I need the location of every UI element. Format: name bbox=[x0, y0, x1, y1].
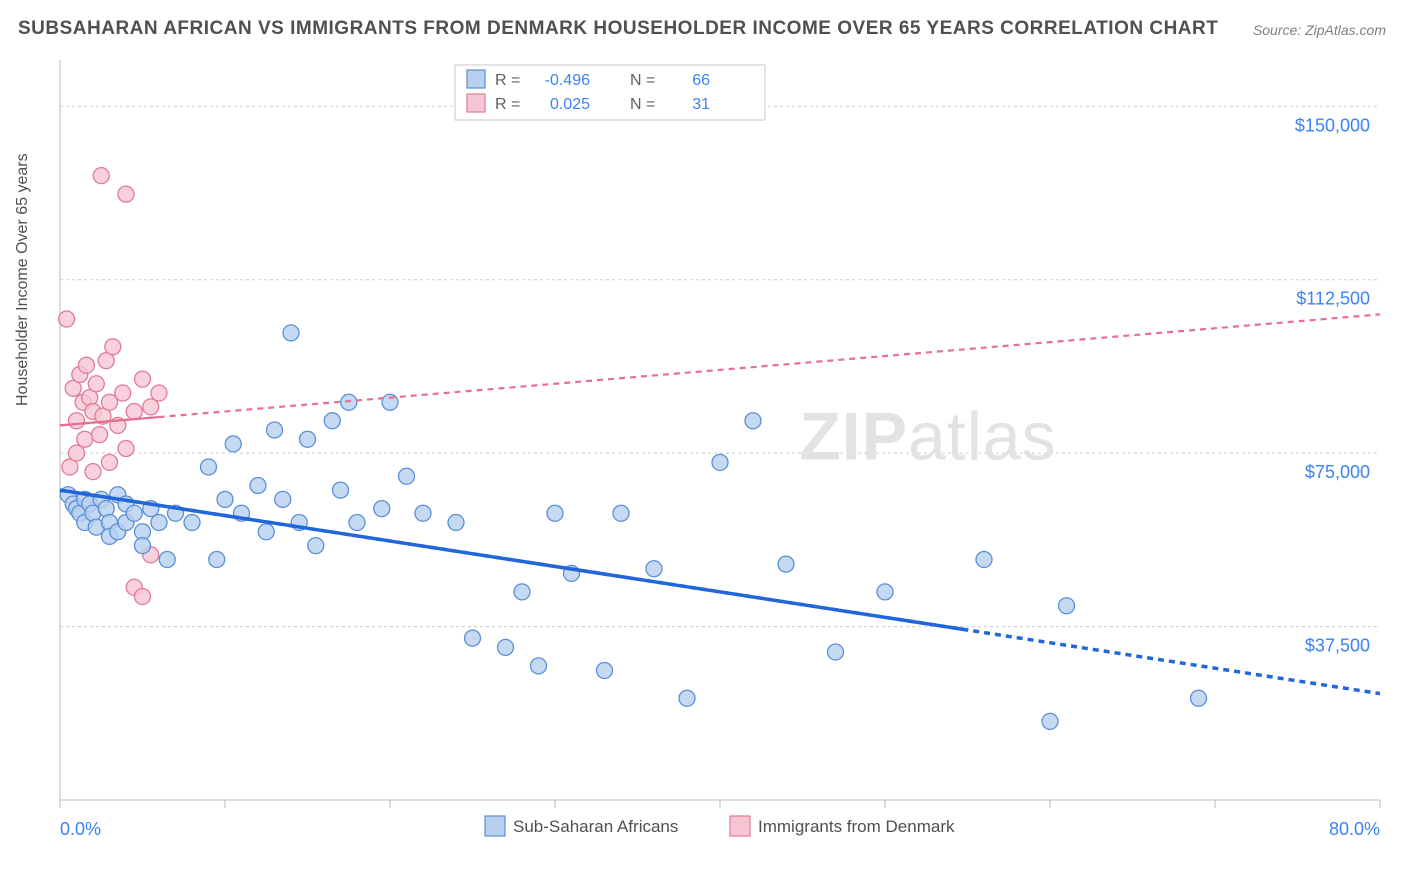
stat-r-value: -0.496 bbox=[545, 72, 590, 89]
scatter-point bbox=[349, 515, 365, 531]
scatter-point bbox=[1042, 713, 1058, 729]
scatter-point bbox=[118, 441, 134, 457]
scatter-point bbox=[102, 454, 118, 470]
scatter-point bbox=[341, 394, 357, 410]
scatter-point bbox=[828, 644, 844, 660]
stat-r-value: 0.025 bbox=[550, 96, 590, 113]
scatter-point bbox=[308, 538, 324, 554]
scatter-point bbox=[135, 538, 151, 554]
legend-label: Immigrants from Denmark bbox=[758, 817, 955, 836]
y-tick-label: $112,500 bbox=[1296, 289, 1370, 309]
watermark-text: ZIPatlas bbox=[799, 399, 1056, 475]
scatter-point bbox=[324, 413, 340, 429]
scatter-point bbox=[118, 186, 134, 202]
scatter-point bbox=[374, 501, 390, 517]
y-axis-label: Householder Income Over 65 years bbox=[14, 153, 32, 406]
scatter-point bbox=[59, 311, 75, 327]
stat-r-label: R = bbox=[495, 72, 520, 89]
scatter-point bbox=[92, 427, 108, 443]
y-tick-label: $75,000 bbox=[1305, 462, 1370, 482]
scatter-point bbox=[143, 399, 159, 415]
chart-plot-area: $37,500 $75,000 $112,500 $150,000 0.0% 80.0% Z… bbox=[50, 60, 1390, 850]
scatter-point bbox=[201, 459, 217, 475]
scatter-point bbox=[258, 524, 274, 540]
scatter-point bbox=[184, 515, 200, 531]
scatter-point bbox=[250, 478, 266, 494]
scatter-point bbox=[712, 454, 728, 470]
scatter-point bbox=[646, 561, 662, 577]
scatter-point bbox=[88, 376, 104, 392]
scatter-point bbox=[465, 630, 481, 646]
legend-swatch bbox=[485, 816, 505, 836]
stat-n-label: N = bbox=[630, 96, 655, 113]
source-attribution: Source: ZipAtlas.com bbox=[1253, 22, 1386, 38]
scatter-point bbox=[77, 431, 93, 447]
scatter-point bbox=[679, 690, 695, 706]
scatter-point bbox=[547, 505, 563, 521]
scatter-point bbox=[135, 589, 151, 605]
legend-label: Sub-Saharan Africans bbox=[513, 817, 678, 836]
scatter-point bbox=[69, 445, 85, 461]
x-tick-label: 80.0% bbox=[1329, 819, 1380, 839]
stat-n-value: 66 bbox=[692, 72, 710, 89]
scatter-point bbox=[267, 422, 283, 438]
legend-swatch bbox=[730, 816, 750, 836]
scatter-point bbox=[217, 491, 233, 507]
scatter-point bbox=[877, 584, 893, 600]
scatter-point bbox=[126, 404, 142, 420]
stat-swatch bbox=[467, 94, 485, 112]
scatter-point bbox=[275, 491, 291, 507]
scatter-point bbox=[159, 552, 175, 568]
trend-line-dashed bbox=[60, 314, 1380, 425]
scatter-point bbox=[597, 663, 613, 679]
trend-line-solid bbox=[60, 490, 968, 630]
stat-n-value: 31 bbox=[692, 96, 710, 113]
scatter-point bbox=[531, 658, 547, 674]
scatter-point bbox=[399, 468, 415, 484]
scatter-point bbox=[1059, 598, 1075, 614]
stat-n-label: N = bbox=[630, 72, 655, 89]
chart-svg: $37,500 $75,000 $112,500 $150,000 0.0% 80.0% Z… bbox=[50, 60, 1390, 860]
chart-title: SUBSAHARAN AFRICAN VS IMMIGRANTS FROM DE… bbox=[18, 18, 1218, 40]
scatter-point bbox=[93, 168, 109, 184]
scatter-point bbox=[78, 357, 94, 373]
scatter-point bbox=[976, 552, 992, 568]
scatter-point bbox=[115, 385, 131, 401]
scatter-point bbox=[745, 413, 761, 429]
y-tick-label: $37,500 bbox=[1305, 636, 1370, 656]
scatter-point bbox=[1191, 690, 1207, 706]
scatter-point bbox=[448, 515, 464, 531]
scatter-point bbox=[151, 385, 167, 401]
x-tick-label: 0.0% bbox=[60, 819, 101, 839]
scatter-point bbox=[300, 431, 316, 447]
scatter-point bbox=[85, 464, 101, 480]
scatter-point bbox=[283, 325, 299, 341]
scatter-point bbox=[778, 556, 794, 572]
scatter-point bbox=[69, 413, 85, 429]
scatter-point bbox=[514, 584, 530, 600]
scatter-point bbox=[151, 515, 167, 531]
scatter-point bbox=[126, 505, 142, 521]
scatter-point bbox=[333, 482, 349, 498]
scatter-point bbox=[225, 436, 241, 452]
scatter-point bbox=[613, 505, 629, 521]
y-tick-label: $150,000 bbox=[1295, 115, 1370, 135]
scatter-point bbox=[135, 371, 151, 387]
scatter-point bbox=[498, 639, 514, 655]
scatter-point bbox=[209, 552, 225, 568]
scatter-point bbox=[415, 505, 431, 521]
stat-swatch bbox=[467, 70, 485, 88]
scatter-point bbox=[105, 339, 121, 355]
stat-r-label: R = bbox=[495, 96, 520, 113]
